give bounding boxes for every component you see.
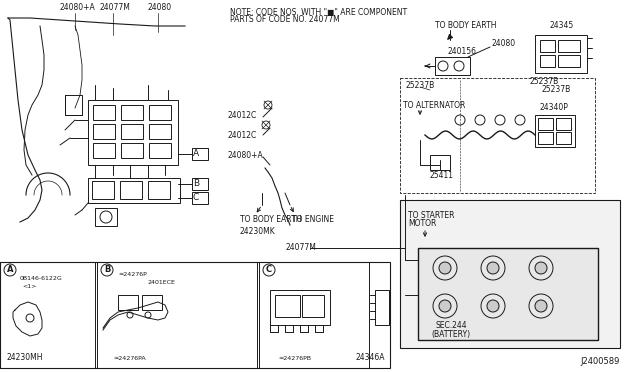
Bar: [535, 35, 587, 73]
Circle shape: [439, 262, 451, 274]
Bar: [148, 181, 170, 199]
Text: PARTS OF CODE NO. 24077M: PARTS OF CODE NO. 24077M: [230, 16, 340, 25]
Bar: [0, 262, 95, 368]
Bar: [65, 95, 82, 115]
Text: C: C: [266, 266, 272, 275]
Text: 24012C: 24012C: [228, 110, 257, 119]
Bar: [540, 55, 555, 67]
Bar: [93, 105, 115, 120]
Text: 24346A: 24346A: [355, 353, 385, 362]
Text: TO STARTER: TO STARTER: [408, 211, 454, 219]
Bar: [558, 55, 580, 67]
Text: 24077M: 24077M: [100, 3, 131, 13]
Bar: [93, 124, 115, 139]
Text: ≈24276P: ≈24276P: [118, 273, 147, 278]
Text: SEC.244: SEC.244: [435, 321, 467, 330]
Bar: [149, 143, 171, 158]
Text: TO ENGINE: TO ENGINE: [292, 215, 334, 224]
Text: 24080: 24080: [148, 3, 172, 13]
Bar: [192, 192, 208, 204]
Text: ≈24276PA: ≈24276PA: [114, 356, 147, 360]
Text: B: B: [104, 266, 110, 275]
Text: NOTE: CODE NOS. WITH "■" ARE COMPONENT: NOTE: CODE NOS. WITH "■" ARE COMPONENT: [230, 7, 407, 16]
Text: 24080+A: 24080+A: [228, 151, 264, 160]
Text: 24080+A: 24080+A: [60, 3, 96, 13]
Bar: [375, 290, 389, 325]
Circle shape: [439, 300, 451, 312]
Text: J2400589: J2400589: [580, 357, 620, 366]
Text: 2401ECE: 2401ECE: [148, 280, 176, 285]
Text: A: A: [7, 266, 13, 275]
Bar: [275, 295, 300, 317]
Text: A: A: [193, 150, 199, 158]
Bar: [121, 105, 143, 120]
Circle shape: [535, 262, 547, 274]
Bar: [192, 148, 208, 160]
Text: 24340P: 24340P: [540, 103, 569, 112]
Bar: [538, 132, 553, 144]
Text: MOTOR: MOTOR: [408, 219, 436, 228]
Text: TO BODY EARTH: TO BODY EARTH: [240, 215, 301, 224]
Bar: [120, 181, 142, 199]
Text: 24230MK: 24230MK: [240, 228, 276, 237]
Text: 24080: 24080: [492, 39, 516, 48]
Bar: [418, 248, 598, 340]
Text: 24345: 24345: [550, 20, 574, 29]
Bar: [118, 295, 138, 310]
Bar: [192, 178, 208, 190]
Bar: [142, 295, 162, 310]
Bar: [556, 118, 571, 130]
Text: 24012C: 24012C: [228, 131, 257, 140]
Text: ≈24276PB: ≈24276PB: [278, 356, 312, 360]
Text: TO ALTERNATOR: TO ALTERNATOR: [403, 100, 465, 109]
Bar: [88, 100, 178, 165]
Bar: [270, 290, 330, 325]
Bar: [95, 208, 117, 226]
Bar: [435, 57, 470, 75]
Text: 240156: 240156: [448, 48, 477, 57]
Text: B: B: [193, 180, 199, 189]
Bar: [121, 143, 143, 158]
Text: <1>: <1>: [22, 283, 36, 289]
Bar: [121, 124, 143, 139]
Circle shape: [535, 300, 547, 312]
Bar: [93, 143, 115, 158]
Text: (BATTERY): (BATTERY): [431, 330, 470, 340]
Bar: [88, 178, 180, 203]
Bar: [556, 132, 571, 144]
Bar: [92, 181, 114, 199]
Text: C: C: [193, 193, 199, 202]
Circle shape: [487, 300, 499, 312]
Text: 25237B: 25237B: [405, 80, 435, 90]
Text: 24077M: 24077M: [285, 244, 316, 253]
Text: 0B146-6122G: 0B146-6122G: [20, 276, 63, 280]
Text: TO BODY EARTH: TO BODY EARTH: [435, 20, 497, 29]
Bar: [97, 262, 257, 368]
Bar: [538, 118, 553, 130]
Bar: [400, 200, 620, 348]
Bar: [0, 262, 390, 368]
Bar: [259, 262, 369, 368]
Text: 25411: 25411: [430, 170, 454, 180]
Bar: [430, 155, 450, 170]
Text: 25237B: 25237B: [542, 86, 572, 94]
Bar: [149, 124, 171, 139]
Circle shape: [487, 262, 499, 274]
Bar: [302, 295, 324, 317]
Bar: [558, 40, 580, 52]
Bar: [535, 115, 575, 147]
Text: 25237B: 25237B: [530, 77, 559, 87]
Text: 24230MH: 24230MH: [7, 353, 44, 362]
Bar: [540, 40, 555, 52]
Bar: [149, 105, 171, 120]
Bar: [400, 78, 595, 193]
